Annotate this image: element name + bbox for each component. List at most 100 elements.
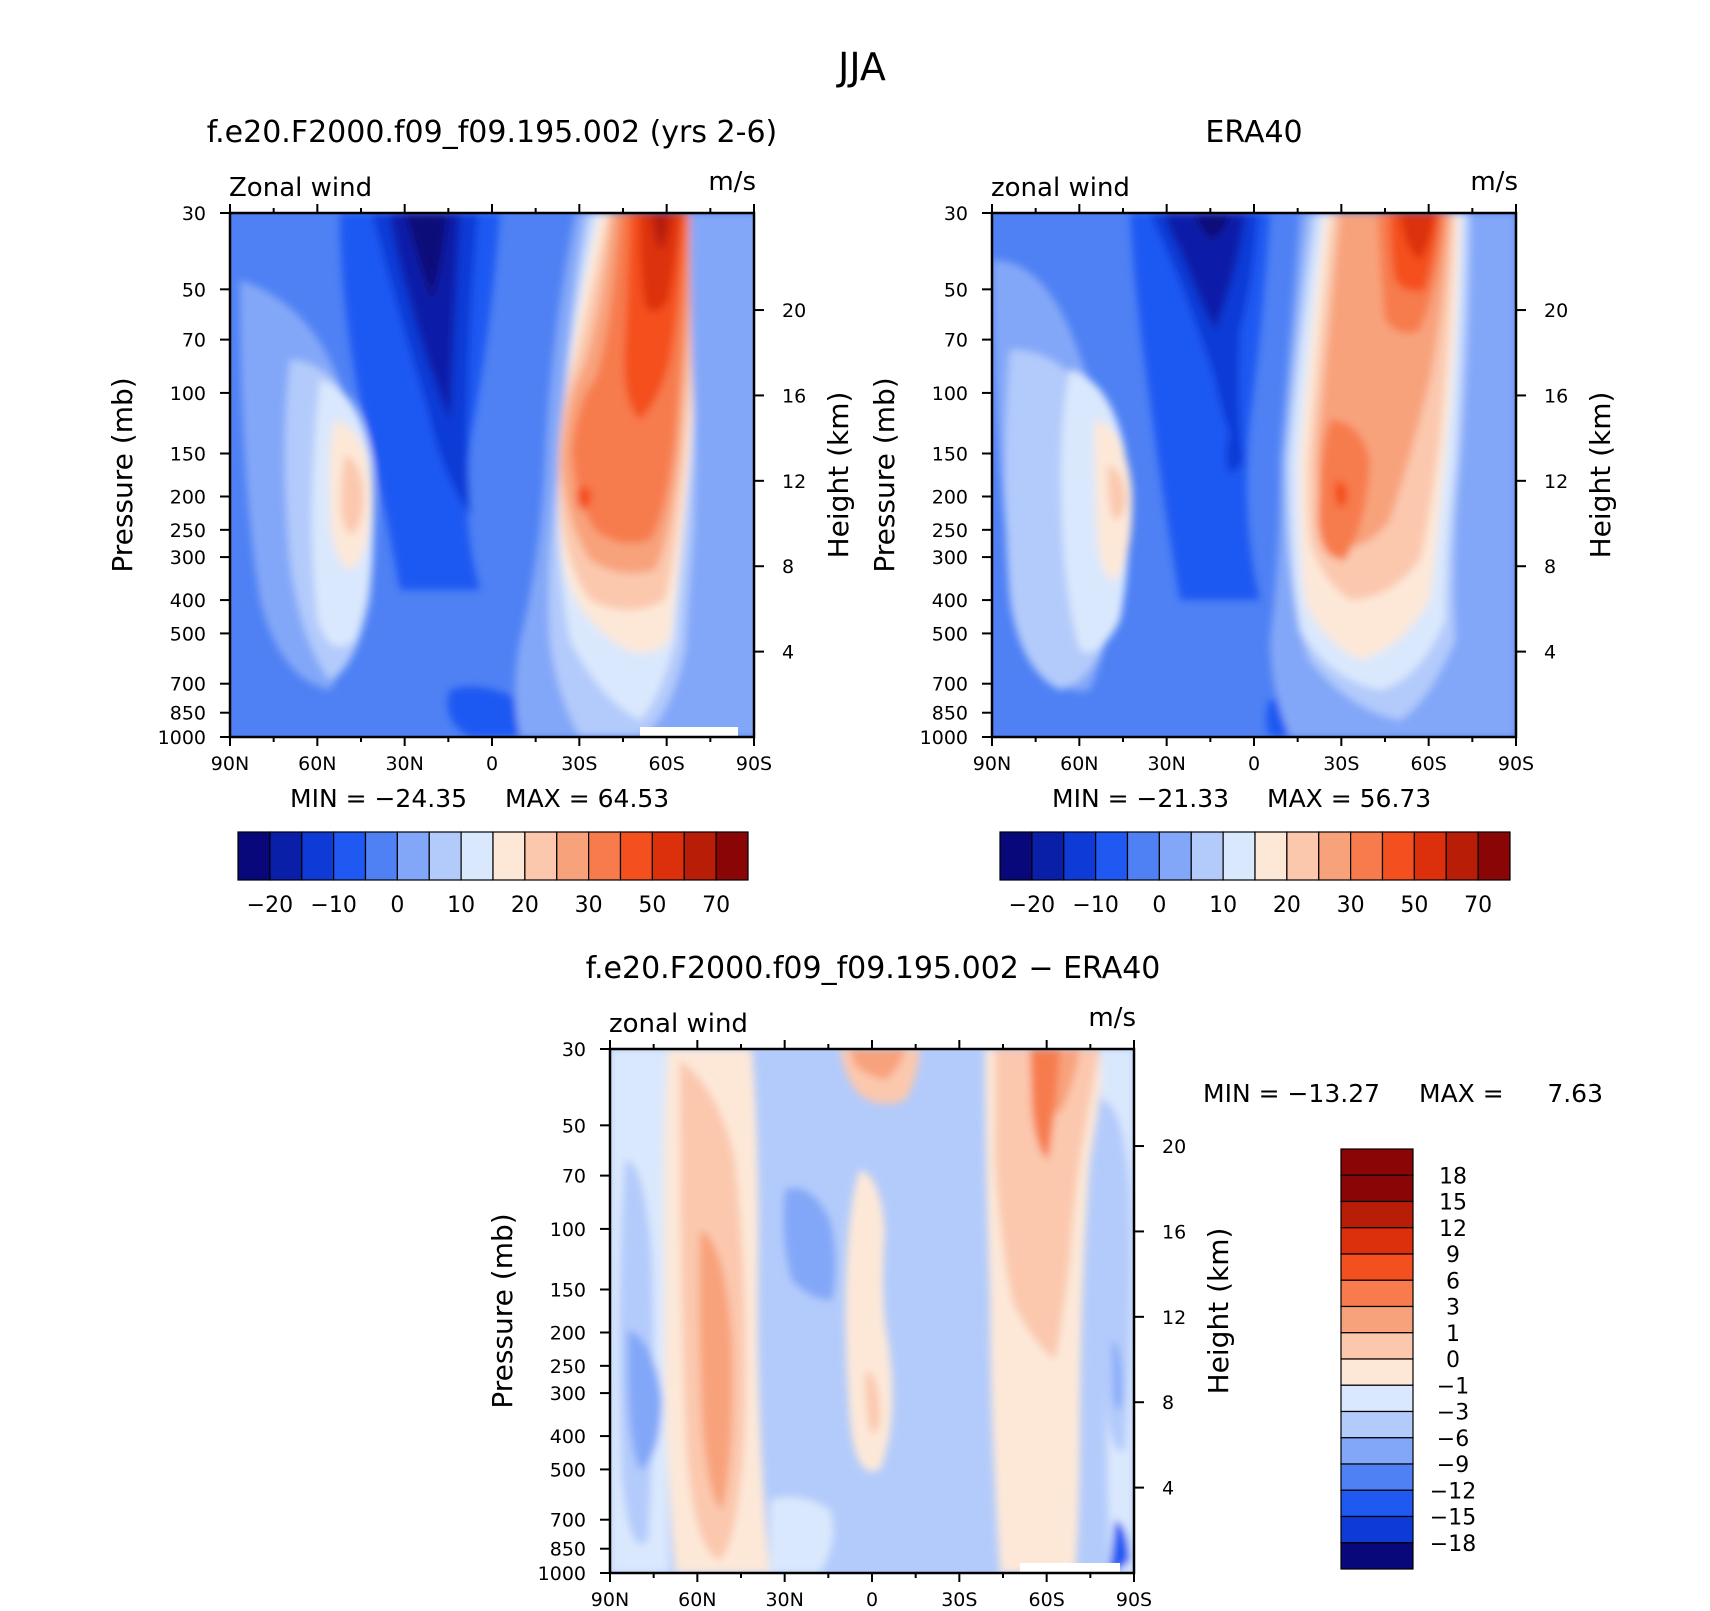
colorbar-swatch bbox=[396, 831, 430, 881]
colorbar-swatch bbox=[1158, 831, 1192, 881]
panel-title: f.e20.F2000.f09_f09.195.002 − ERA40 bbox=[586, 951, 1161, 986]
colorbar-swatch bbox=[1340, 1358, 1414, 1386]
colorbar-swatch bbox=[524, 831, 558, 881]
colorbar-label: 20 bbox=[511, 893, 539, 918]
colorbar-swatch bbox=[1413, 831, 1447, 881]
y2-tick-label: 8 bbox=[1162, 1392, 1174, 1414]
colorbar-swatch bbox=[1340, 1279, 1414, 1308]
y-tick-label: 250 bbox=[932, 520, 968, 542]
y-tick-label: 1000 bbox=[158, 727, 206, 749]
x-axis: 90N 60N 30N 0 30S 60S 90S bbox=[591, 1040, 1152, 1611]
colorbar-label: −20 bbox=[247, 893, 293, 918]
y-tick-label: 1000 bbox=[920, 727, 968, 749]
x-tick-label: 30N bbox=[1147, 753, 1185, 775]
y2-axis: 4 8 12 16 20 bbox=[1134, 1136, 1186, 1500]
colorbar-label: 15 bbox=[1439, 1191, 1467, 1216]
contour-field bbox=[992, 213, 1516, 737]
colorbar-swatch bbox=[1340, 1200, 1414, 1229]
colorbar-swatch bbox=[1477, 831, 1511, 881]
y2-tick-label: 16 bbox=[1544, 385, 1568, 407]
min-label: MIN = −24.35 bbox=[290, 784, 467, 813]
x-tick-label: 90N bbox=[211, 753, 249, 775]
x-tick-label: 60N bbox=[298, 753, 336, 775]
y-tick-label: 30 bbox=[562, 1039, 586, 1061]
y-tick-label: 400 bbox=[932, 590, 968, 612]
y-tick-label: 100 bbox=[550, 1219, 586, 1241]
y2-axis: 4 8 12 16 20 bbox=[1516, 300, 1568, 664]
y2-tick-label: 12 bbox=[1544, 471, 1568, 493]
colorbar-swatch bbox=[1340, 1410, 1414, 1439]
colorbar-swatch bbox=[1340, 1227, 1414, 1255]
x-tick-label: 90N bbox=[591, 1589, 629, 1611]
y-tick-label: 850 bbox=[932, 703, 968, 725]
x-tick-label: 60S bbox=[1411, 753, 1447, 775]
y2-axis-label: Height (km) bbox=[822, 392, 855, 559]
colorbar-label: 6 bbox=[1446, 1269, 1460, 1294]
colorbar-swatch bbox=[428, 831, 462, 881]
x-tick-label: 0 bbox=[486, 753, 498, 775]
y-tick-label: 700 bbox=[550, 1510, 586, 1532]
x-tick-label: 60S bbox=[649, 753, 685, 775]
colorbar-label: −1 bbox=[1437, 1374, 1469, 1399]
y-tick-label: 250 bbox=[550, 1356, 586, 1378]
panel-left-string: Zonal wind bbox=[229, 173, 372, 203]
colorbar-label: −12 bbox=[1430, 1479, 1476, 1504]
y2-axis-label: Height (km) bbox=[1584, 392, 1617, 559]
colorbar-swatch bbox=[1340, 1148, 1414, 1176]
colorbar-swatch bbox=[1340, 1489, 1414, 1518]
y-tick-label: 500 bbox=[170, 623, 206, 645]
colorbar-swatch bbox=[1381, 831, 1415, 881]
colorbar-label: 50 bbox=[1400, 893, 1428, 918]
colorbar-swatch bbox=[1340, 1515, 1414, 1544]
colorbar-label: 0 bbox=[390, 893, 404, 918]
contour-field bbox=[610, 1049, 1134, 1573]
colorbar-label: 70 bbox=[702, 893, 730, 918]
y-tick-label: 300 bbox=[550, 1383, 586, 1405]
colorbar-swatch bbox=[715, 831, 749, 881]
y2-tick-label: 16 bbox=[1162, 1221, 1186, 1243]
panel-units: m/s bbox=[1470, 167, 1518, 197]
x-tick-label: 30S bbox=[1323, 753, 1359, 775]
colorbar-swatch bbox=[269, 831, 303, 881]
colorbar-label: 20 bbox=[1273, 893, 1301, 918]
y2-tick-label: 16 bbox=[782, 385, 806, 407]
x-tick-label: 30S bbox=[941, 1589, 977, 1611]
colorbar-swatch bbox=[999, 831, 1033, 881]
colorbar-swatch bbox=[1095, 831, 1129, 881]
x-axis: 90N 60N 30N 0 30S 60S 90S bbox=[211, 204, 772, 775]
y-tick-label: 400 bbox=[170, 590, 206, 612]
y-tick-label: 70 bbox=[944, 330, 968, 352]
y-axis-label: Pressure (mb) bbox=[106, 377, 139, 572]
y2-axis: 4 8 12 16 20 bbox=[754, 300, 806, 664]
x-tick-label: 90S bbox=[1498, 753, 1534, 775]
x-axis: 90N 60N 30N 0 30S 60S 90S bbox=[973, 204, 1534, 775]
colorbar-swatch bbox=[492, 831, 526, 881]
panel-units: m/s bbox=[708, 167, 756, 197]
colorbar-swatch bbox=[1350, 831, 1384, 881]
colorbar-swatch bbox=[556, 831, 590, 881]
x-tick-label: 30N bbox=[385, 753, 423, 775]
y-tick-label: 200 bbox=[170, 486, 206, 508]
y-tick-label: 1000 bbox=[538, 1563, 586, 1585]
colorbar-label: 0 bbox=[1446, 1348, 1460, 1373]
colorbar-label: 30 bbox=[575, 893, 603, 918]
y-tick-label: 100 bbox=[170, 383, 206, 405]
y-tick-label: 500 bbox=[932, 623, 968, 645]
colorbar-swatch bbox=[1340, 1174, 1414, 1203]
colorbar-label: 18 bbox=[1439, 1164, 1467, 1189]
panel-left-string: zonal wind bbox=[609, 1009, 748, 1039]
y-tick-label: 850 bbox=[170, 703, 206, 725]
y-tick-label: 30 bbox=[944, 203, 968, 225]
colorbar-swatch bbox=[588, 831, 622, 881]
x-tick-label: 30S bbox=[561, 753, 597, 775]
y-tick-label: 30 bbox=[182, 203, 206, 225]
x-tick-label: 30N bbox=[765, 1589, 803, 1611]
y2-axis-label: Height (km) bbox=[1202, 1228, 1235, 1395]
colorbar-label: 10 bbox=[1209, 893, 1237, 918]
y-axis-label: Pressure (mb) bbox=[868, 377, 901, 572]
x-tick-label: 0 bbox=[1248, 753, 1260, 775]
colorbar-label: −10 bbox=[310, 893, 356, 918]
colorbar-swatch bbox=[1445, 831, 1479, 881]
colorbar-swatch bbox=[301, 831, 335, 881]
